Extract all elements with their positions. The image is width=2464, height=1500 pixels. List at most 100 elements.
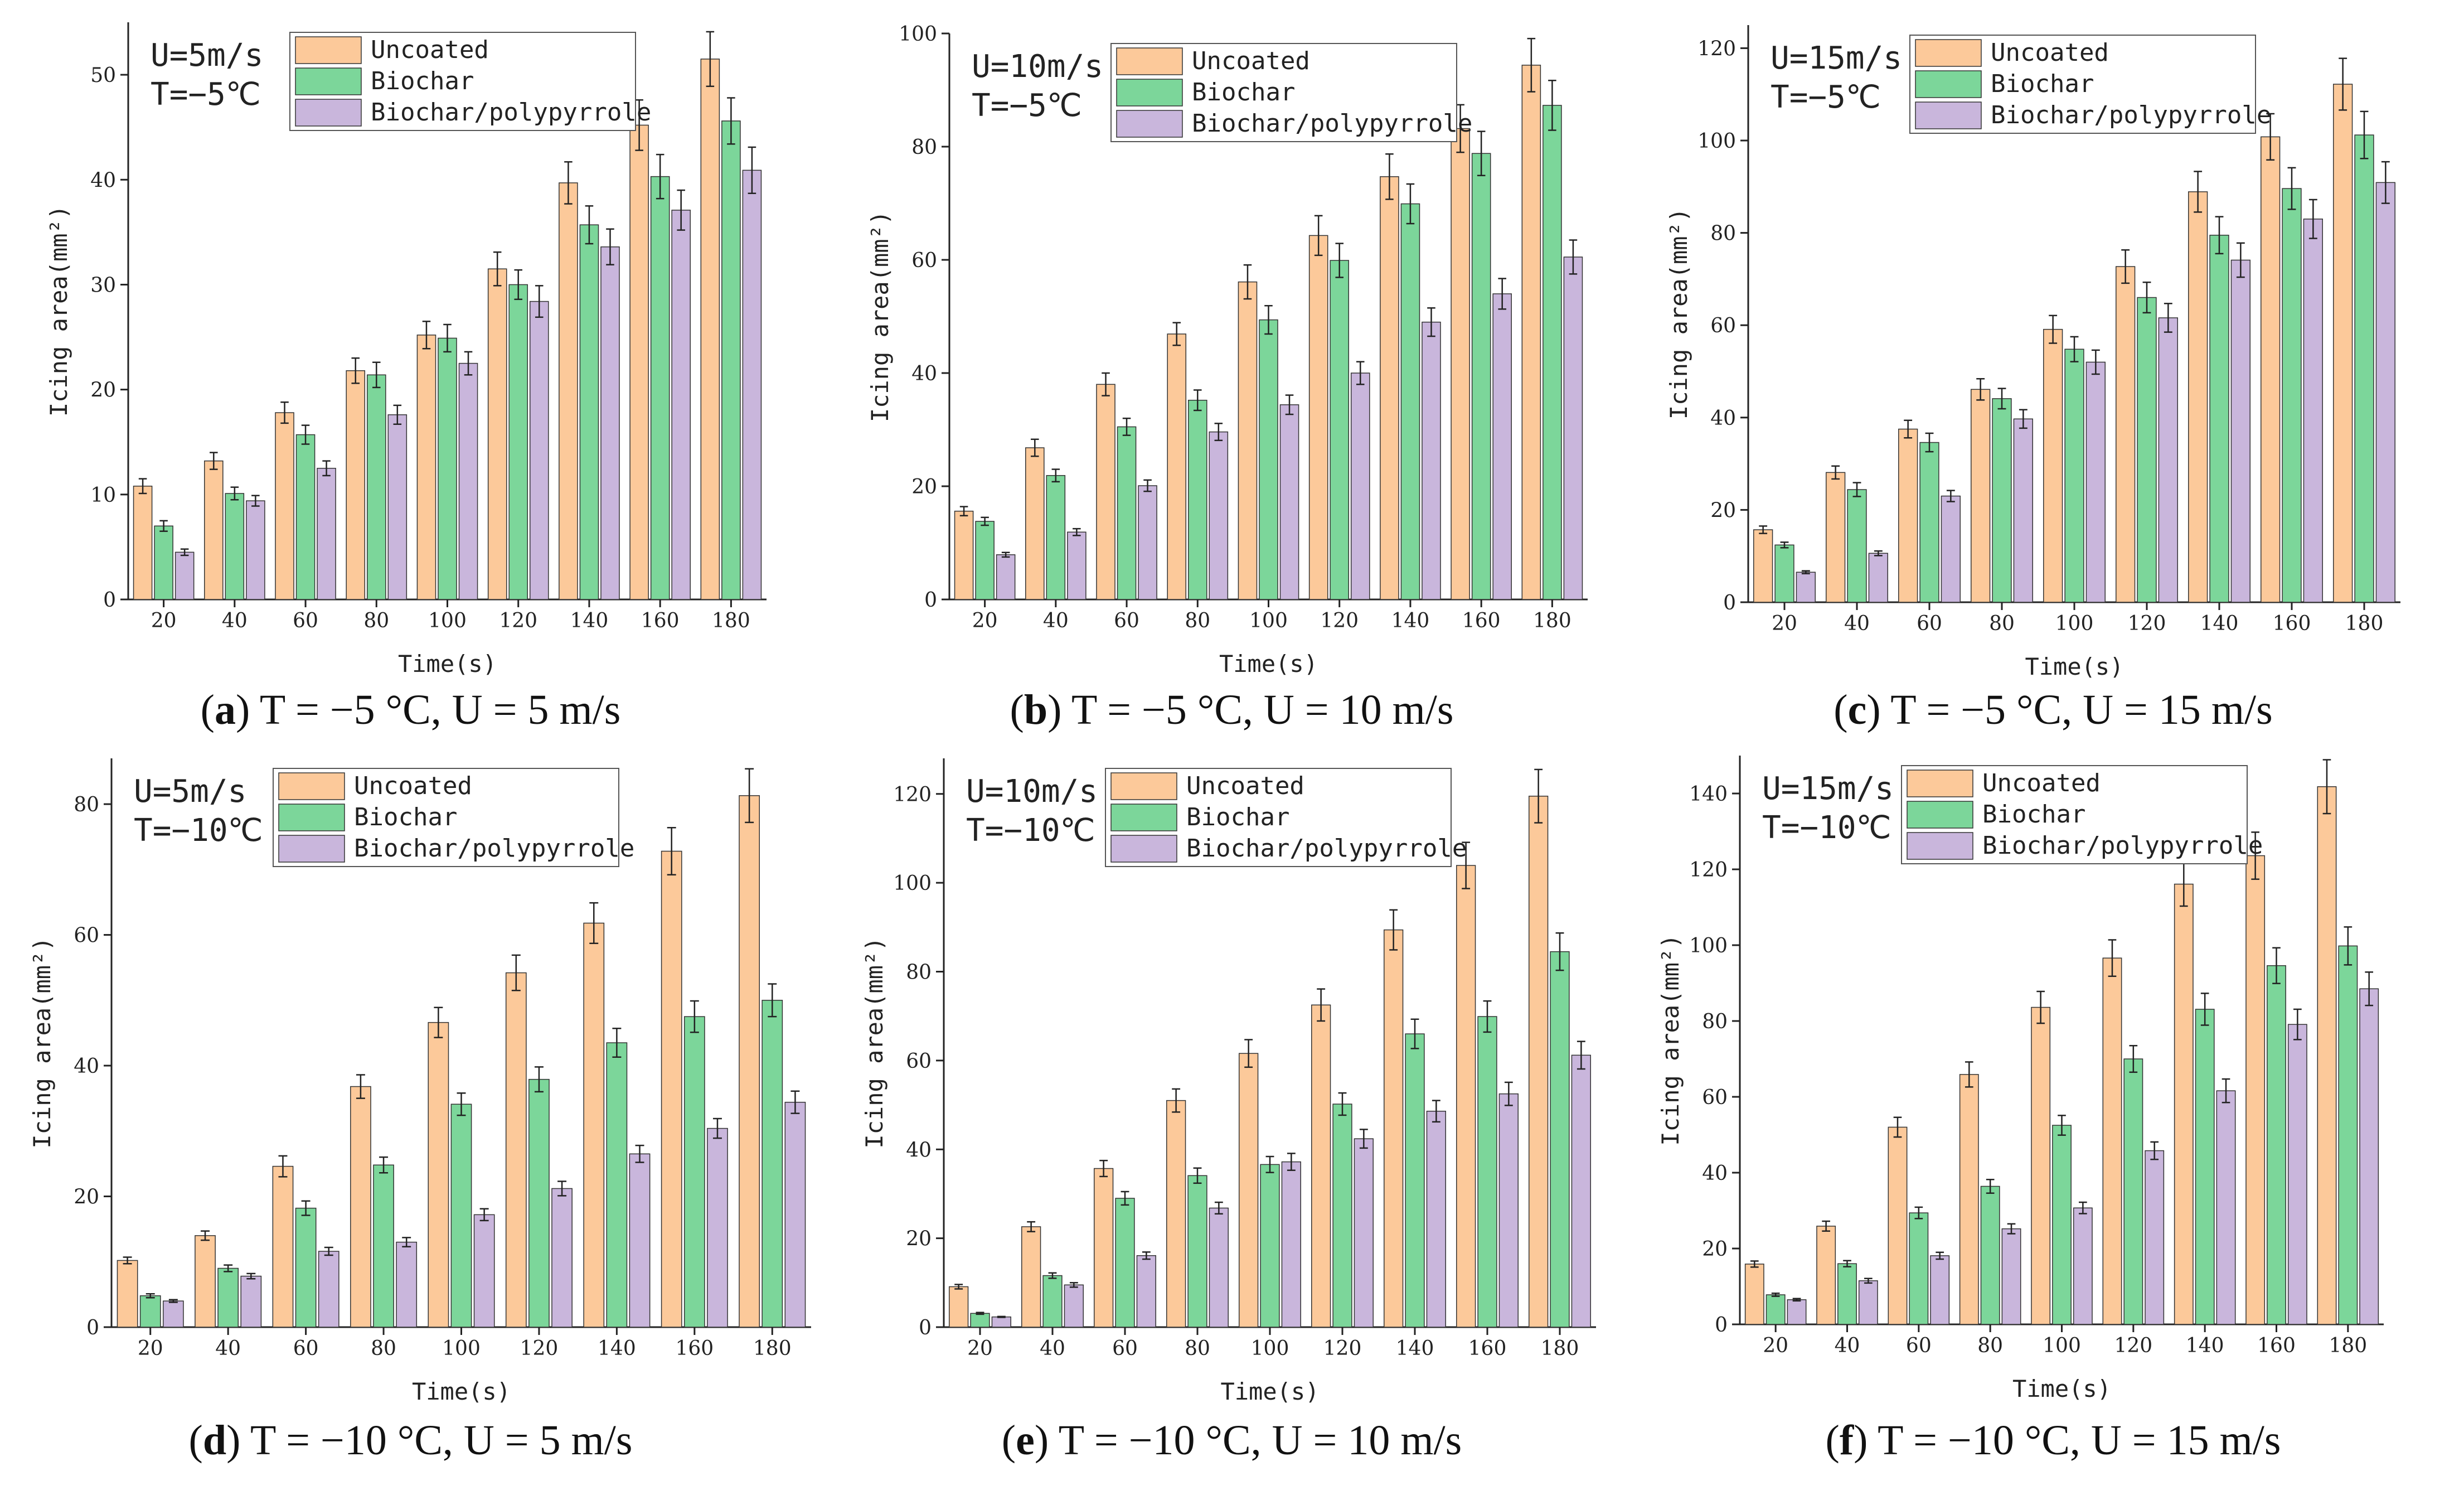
y-tick-label: 0: [1723, 592, 1736, 614]
bar-f-s2-c5: [2145, 1150, 2165, 1325]
bar-f-s1-c1: [1837, 1263, 1857, 1325]
y-tick-label: 80: [74, 793, 99, 816]
y-tick-label: 40: [74, 1055, 99, 1078]
bar-e-s0-c0: [949, 1286, 969, 1328]
bar-d-s1-c5: [528, 1078, 550, 1328]
bar-a-s2-c5: [529, 301, 549, 600]
bar-c-s2-c5: [2158, 317, 2179, 603]
bar-a-s0-c3: [346, 370, 366, 600]
bar-c-s2-c3: [2013, 418, 2034, 603]
bar-c-s1-c1: [1847, 489, 1867, 603]
bar-b-s1-c2: [1117, 426, 1137, 600]
x-tick-label: 60: [293, 609, 318, 632]
bar-f-s1-c5: [2123, 1058, 2143, 1325]
bar-c-s0-c2: [1898, 428, 1918, 603]
bar-d-s1-c7: [683, 1016, 705, 1328]
bar-b-s2-c1: [1067, 531, 1087, 600]
bar-e-s0-c6: [1384, 929, 1404, 1328]
y-tick-label: 80: [911, 136, 937, 159]
bar-a-s1-c5: [508, 284, 528, 600]
y-tick-label: 80: [1710, 222, 1736, 245]
bar-a-s0-c0: [133, 486, 153, 600]
y-tick-label: 40: [90, 169, 116, 192]
bar-e-s2-c4: [1281, 1161, 1302, 1328]
bar-e-s0-c7: [1456, 865, 1476, 1328]
bar-b-s1-c5: [1330, 260, 1350, 600]
bar-a-s2-c6: [600, 246, 620, 600]
caption-letter: e: [1016, 1417, 1035, 1464]
bar-c-s0-c7: [2261, 136, 2281, 603]
condition-t-label: T=−10℃: [966, 812, 1095, 849]
bar-f-s1-c8: [2338, 945, 2358, 1325]
x-tick-label: 60: [1112, 1337, 1138, 1360]
y-tick-label: 20: [74, 1186, 99, 1209]
bar-f-s0-c8: [2317, 786, 2337, 1325]
bar-f-s1-c0: [1765, 1294, 1786, 1325]
chart-f: 0 20 40 60 80 100 120 140 20 40 60 80 100 120 140 160 18…: [1657, 756, 2384, 1402]
caption-letter: b: [1024, 686, 1048, 733]
x-tick-label: 80: [1977, 1334, 2003, 1357]
bar-d-s2-c0: [162, 1300, 184, 1328]
condition-t-label: T=−5℃: [972, 88, 1082, 124]
bar-e-s0-c4: [1239, 1053, 1259, 1328]
bar-e-s1-c6: [1405, 1033, 1425, 1328]
bar-f-s0-c7: [2245, 855, 2266, 1325]
y-tick-label: 20: [1710, 499, 1736, 522]
bar-a-s1-c2: [295, 434, 316, 600]
bar-c-s2-c0: [1796, 572, 1816, 603]
bar-a-s1-c7: [650, 176, 670, 600]
x-tick-label: 100: [1249, 609, 1288, 632]
legend-label: Biochar: [354, 803, 457, 831]
y-tick-label: 60: [74, 925, 99, 947]
x-tick-label: 140: [598, 1337, 636, 1360]
x-tick-label: 160: [2257, 1334, 2296, 1357]
bar-d-s2-c2: [318, 1251, 339, 1328]
y-tick-label: 0: [1715, 1314, 1728, 1337]
x-tick-label: 100: [428, 609, 467, 632]
bar-f-s1-c2: [1909, 1212, 1929, 1325]
x-tick-label: 140: [1396, 1337, 1434, 1360]
bar-d-s2-c6: [629, 1153, 651, 1328]
y-tick-label: 80: [906, 961, 932, 984]
x-tick-label: 160: [1468, 1337, 1507, 1360]
legend-label: Biochar/polypyrrole: [1192, 109, 1472, 138]
bar-f-s0-c4: [2031, 1007, 2051, 1325]
caption-a: (a) T = −5 °C, U = 5 m/s: [200, 686, 621, 733]
x-tick-label: 120: [2114, 1334, 2152, 1357]
y-tick-label: 0: [919, 1317, 932, 1339]
bar-d-s2-c1: [240, 1275, 262, 1328]
legend-swatch: [295, 99, 362, 127]
bar-d-s1-c1: [217, 1267, 239, 1328]
bar-a-s2-c8: [742, 170, 762, 600]
legend-label: Uncoated: [1991, 38, 2109, 67]
bar-c-s1-c8: [2354, 134, 2374, 603]
x-tick-label: 180: [1533, 609, 1571, 632]
y-tick-label: 40: [1702, 1162, 1728, 1185]
bar-a-s1-c1: [225, 493, 245, 600]
legend-label: Uncoated: [1192, 47, 1310, 75]
bar-b-s1-c7: [1471, 153, 1491, 600]
chart-e: 0 20 40 60 80 100 120 20 40 60 80 100 120 140 160 180 Ti…: [861, 758, 1596, 1405]
caption-d: (d) T = −10 °C, U = 5 m/s: [188, 1417, 633, 1464]
x-tick-label: 180: [1541, 1337, 1579, 1360]
bar-a-s2-c7: [671, 210, 691, 600]
chart-b: 0 20 40 60 80 100 20 40 60 80 100 120 140 160 180 Time(…: [866, 23, 1588, 678]
x-tick-label: 20: [151, 609, 177, 632]
x-tick-label: 40: [222, 609, 248, 632]
bar-b-s2-c5: [1350, 372, 1370, 600]
bar-c-s1-c3: [1992, 398, 2012, 603]
x-tick-label: 140: [570, 609, 609, 632]
bar-d-s0-c7: [661, 850, 682, 1328]
legend-label: Uncoated: [1186, 772, 1304, 800]
caption-b: (b) T = −5 °C, U = 10 m/s: [1010, 686, 1454, 733]
bar-a-s1-c3: [366, 374, 386, 600]
bar-a-s1-c4: [438, 337, 457, 600]
legend-swatch: [1907, 801, 1973, 829]
x-tick-label: 40: [1835, 1334, 1860, 1357]
bar-e-s1-c4: [1260, 1164, 1280, 1328]
y-axis-title: Icing area(mm²): [28, 937, 56, 1148]
bar-f-s0-c5: [2102, 957, 2122, 1325]
y-tick-label: 20: [911, 476, 937, 499]
legend-swatch: [278, 772, 345, 800]
y-tick-label: 40: [906, 1139, 932, 1162]
